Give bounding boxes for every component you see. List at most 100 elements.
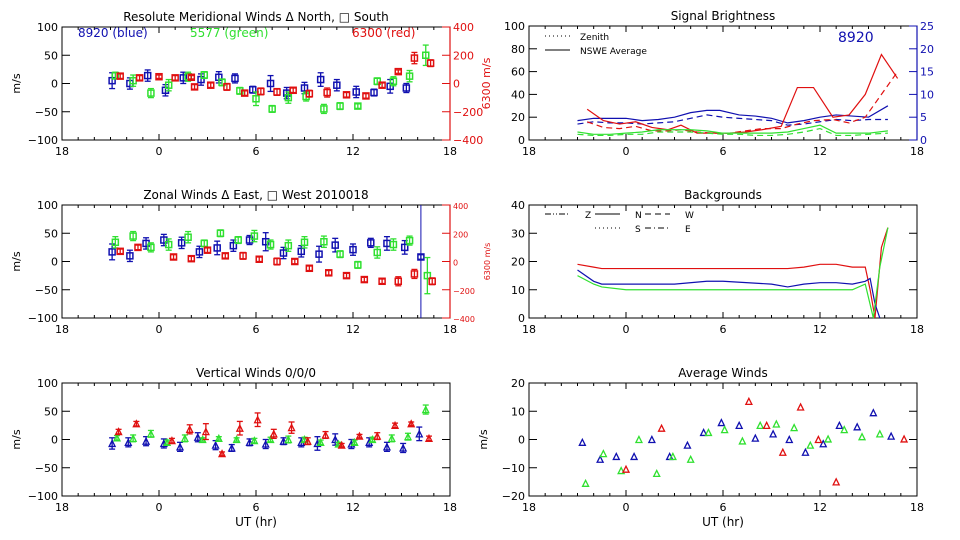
chart-title: Signal Brightness xyxy=(671,9,776,23)
data-point-8920 xyxy=(399,443,408,452)
y-tick-label: 100 xyxy=(37,377,58,390)
data-point-8920 xyxy=(578,437,587,446)
data-point-6300 xyxy=(426,59,435,67)
data-point-6300 xyxy=(116,72,124,80)
data-point-8920 xyxy=(367,239,375,247)
data-point-5577 xyxy=(252,95,260,103)
legend-label: NSWE Average xyxy=(580,47,647,57)
x-tick-label: 18 xyxy=(910,501,924,514)
y-axis-label: m/s xyxy=(10,73,23,93)
data-point-8920 xyxy=(266,79,275,88)
data-point-5577 xyxy=(300,238,309,247)
data-point-8920 xyxy=(647,435,656,444)
data-point-8920 xyxy=(612,451,621,461)
x-tick-label: 6 xyxy=(720,145,727,158)
x-tick-label: 6 xyxy=(253,145,260,158)
y-tick-label: 0 xyxy=(51,78,58,91)
data-point-6300 xyxy=(305,89,314,98)
data-point-5577 xyxy=(180,433,189,443)
data-point-6300 xyxy=(303,436,312,445)
data-point-5577 xyxy=(389,77,398,85)
data-point-6300 xyxy=(134,243,142,252)
data-point-6300 xyxy=(621,464,631,473)
data-point-5577 xyxy=(617,466,626,475)
data-point-8920 xyxy=(279,436,288,445)
data-point-6300 xyxy=(342,271,351,280)
y-tick-label: −100 xyxy=(28,490,58,503)
annotation-red: 6300 (red) xyxy=(352,26,415,40)
data-point-6300 xyxy=(289,86,297,95)
data-point-8920 xyxy=(402,84,411,92)
data-point-5577 xyxy=(373,77,381,85)
data-point-8920 xyxy=(300,84,309,92)
data-point-8920 xyxy=(245,236,254,244)
x-tick-label: 6 xyxy=(253,323,260,336)
data-point-8920 xyxy=(417,253,425,261)
panel-zonal xyxy=(61,204,451,319)
x-tick-label: 12 xyxy=(346,501,360,514)
data-point-8920 xyxy=(175,442,185,451)
data-point-5577 xyxy=(824,434,833,443)
data-point-8920 xyxy=(297,247,306,256)
data-point-6300 xyxy=(291,257,299,266)
data-point-6300 xyxy=(407,419,416,428)
series-line-5577-zenith xyxy=(577,127,888,137)
y-axis-label: m/s xyxy=(10,429,23,449)
data-point-6300 xyxy=(135,74,144,82)
y-tick-label: 0 xyxy=(518,312,525,325)
data-point-5577 xyxy=(266,435,275,444)
y-tick-label: 60 xyxy=(511,66,525,79)
data-point-5577 xyxy=(163,437,172,446)
y2-tick-label: −400 xyxy=(453,134,483,147)
y2-tick-label: 200 xyxy=(453,230,468,239)
x-tick-label: 12 xyxy=(813,501,827,514)
data-point-8920 xyxy=(801,447,810,456)
x-tick-label: 18 xyxy=(910,145,924,158)
y-tick-label: 50 xyxy=(44,405,58,418)
series-line-8920-nswe-average xyxy=(577,105,889,124)
y2-tick-label: 0 xyxy=(453,78,460,91)
data-point-5577 xyxy=(164,81,173,89)
data-point-6300 xyxy=(171,74,179,82)
data-point-5577 xyxy=(146,429,155,438)
x-tick-label: 0 xyxy=(156,501,163,514)
data-point-5577 xyxy=(200,239,209,248)
x-axis-label: UT (hr) xyxy=(702,515,744,529)
data-point-5577 xyxy=(373,248,381,257)
data-point-8920 xyxy=(227,443,236,452)
data-point-5577 xyxy=(403,432,413,441)
data-point-5577 xyxy=(214,433,223,443)
data-point-5577 xyxy=(756,420,765,430)
data-point-8920 xyxy=(596,454,605,463)
data-point-5577 xyxy=(634,435,643,444)
x-tick-label: 18 xyxy=(522,323,536,336)
data-point-5577 xyxy=(387,433,396,443)
data-point-8920 xyxy=(785,435,794,444)
data-point-6300 xyxy=(428,277,436,286)
data-point-5577 xyxy=(581,478,590,487)
x-tick-label: 18 xyxy=(522,145,536,158)
data-point-5577 xyxy=(129,232,137,240)
data-point-6300 xyxy=(390,420,400,430)
annotation-blue: 8920 (blue) xyxy=(78,26,148,40)
x-tick-label: 18 xyxy=(443,323,457,336)
data-point-5577 xyxy=(284,435,293,444)
data-point-6300 xyxy=(255,255,263,263)
data-point-8920 xyxy=(382,442,392,451)
data-point-6300 xyxy=(762,420,771,430)
data-point-6300 xyxy=(239,252,247,260)
chart-title: Vertical Winds 0/0/0 xyxy=(196,366,316,380)
y2-tick-label: 20 xyxy=(920,43,934,56)
data-point-6300 xyxy=(657,423,666,432)
data-point-5577 xyxy=(599,449,608,458)
y-tick-label: −50 xyxy=(35,462,58,475)
x-tick-label: 18 xyxy=(55,145,69,158)
chart-title: Zonal Winds Δ East, □ West 2010018 xyxy=(143,188,368,202)
data-point-5577 xyxy=(268,105,276,113)
data-point-5577 xyxy=(405,236,414,245)
data-point-6300 xyxy=(201,427,210,436)
data-point-6300 xyxy=(240,89,249,97)
data-point-6300 xyxy=(337,440,346,449)
x-tick-label: 18 xyxy=(55,501,69,514)
